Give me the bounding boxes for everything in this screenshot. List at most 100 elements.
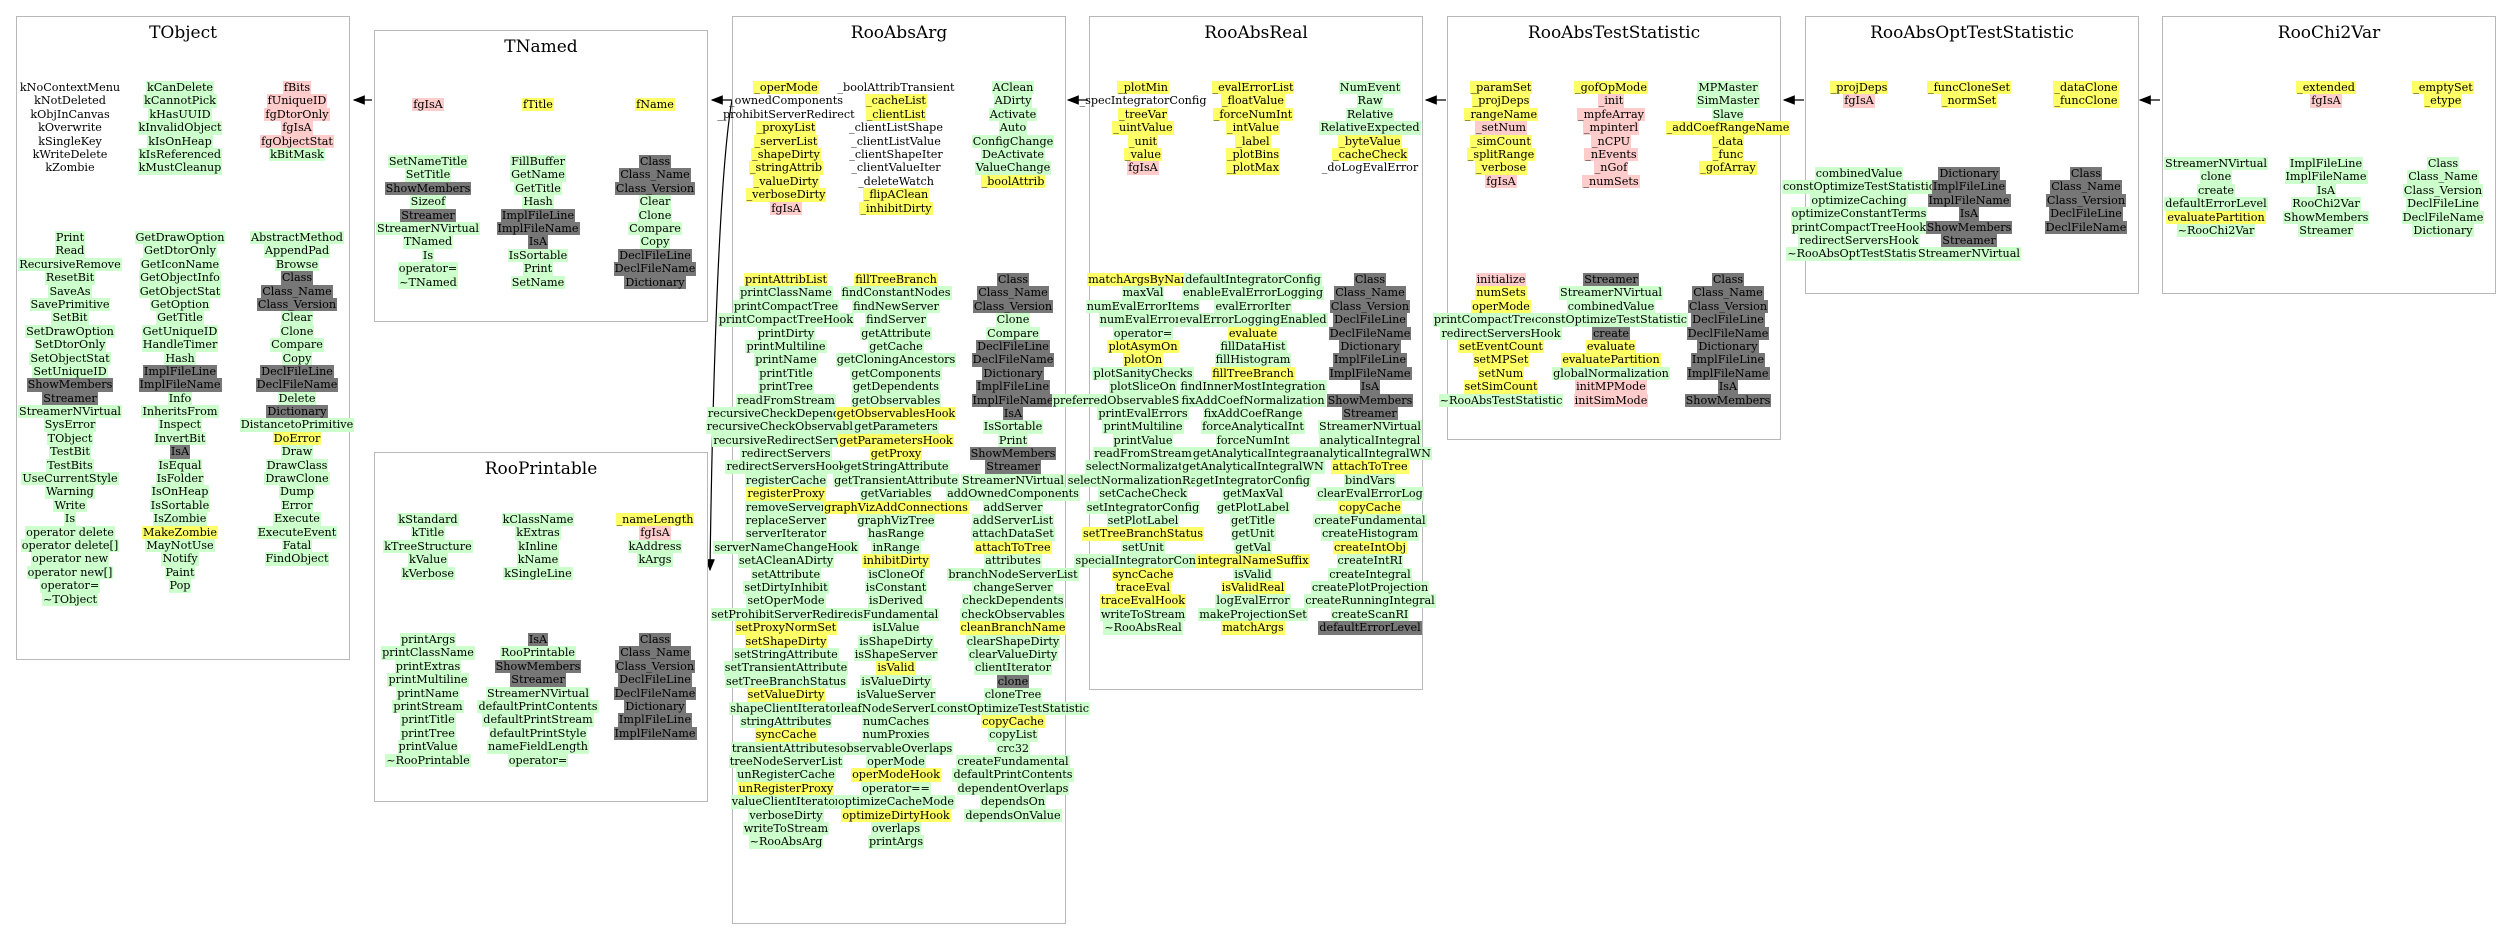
class-member: isShapeServer bbox=[853, 647, 939, 662]
tnamed-methods-column-3: Class Class_Name Class_Version Clear Clone Co… bbox=[603, 155, 707, 289]
class-member: AppendPad bbox=[263, 244, 331, 258]
class-member: numEvalErrors bbox=[1098, 313, 1188, 327]
class-member: Class_Name bbox=[1692, 286, 1764, 300]
class-member: Class_Name bbox=[1334, 286, 1406, 300]
class-member: RooPrintable bbox=[499, 646, 577, 660]
class-member: ImplFileLine bbox=[1332, 353, 1408, 367]
class-member: kArgs bbox=[637, 553, 673, 567]
class-member: attachToTree bbox=[1331, 460, 1409, 474]
class-member: replaceServer bbox=[744, 514, 828, 528]
class-member: ImplFileLine bbox=[1931, 180, 2007, 194]
class-member: ImplFileName bbox=[138, 378, 222, 392]
class-member: Browse bbox=[274, 257, 320, 272]
class-member: traceEvalHook bbox=[1099, 594, 1187, 608]
class-member: isCloneOf bbox=[867, 567, 925, 581]
class-member: kCanDelete bbox=[145, 81, 215, 95]
class-member: forceAnalyticalInt bbox=[1201, 420, 1305, 434]
class-member: ~RooAbsArg bbox=[748, 835, 824, 849]
class-member: Class_Name bbox=[2407, 170, 2479, 184]
class-member: createIntObj bbox=[1333, 540, 1407, 555]
class-member: ~RooChi2Var bbox=[2176, 223, 2256, 238]
tobject-enums-column-3: fBits fUniqueID fgDtorOnly fgIsA fgObjectSta… bbox=[245, 81, 349, 162]
class-member: printCompactTreeHook bbox=[717, 313, 855, 327]
class-member: DeclFileName bbox=[255, 378, 339, 392]
class-member: plotOn bbox=[1122, 353, 1164, 367]
class-member: _treeVar bbox=[1118, 107, 1168, 122]
class-member: _simCount bbox=[1470, 134, 1532, 148]
class-member: setTransientAttribute bbox=[723, 661, 849, 675]
class-member: _dataClone bbox=[2053, 81, 2119, 95]
class-member: optimizeCaching bbox=[1810, 193, 1908, 208]
rooprintable-enums-column-3: _nameLength fgIsA kAddress kArgs bbox=[603, 513, 707, 567]
class-member: isDerived bbox=[868, 594, 924, 608]
class-member: _mpfeArray bbox=[1577, 107, 1645, 122]
class-member: _byteValue bbox=[1338, 134, 1402, 148]
class-member: printTree bbox=[758, 380, 814, 394]
class-member: makeProjectionSet bbox=[1198, 607, 1308, 622]
class-member: printValue bbox=[397, 740, 459, 754]
class-member: SetTitle bbox=[404, 168, 452, 182]
rooprintable-methods-column-1: printArgs printClassName printExtras printM… bbox=[376, 633, 480, 767]
class-member: _clientShapeIter bbox=[849, 147, 943, 161]
class-member: defaultErrorLevel bbox=[1318, 621, 1422, 635]
class-member: Hash bbox=[164, 351, 196, 365]
class-member: kInvalidObject bbox=[137, 121, 223, 135]
class-member: kBitMask bbox=[269, 147, 325, 162]
class-member: ShowMembers bbox=[26, 378, 114, 392]
class-member: SetNameTitle bbox=[387, 155, 469, 169]
class-member: kSingleLine bbox=[503, 566, 573, 580]
class-member: Dictionary bbox=[624, 699, 686, 714]
class-member: Clone bbox=[279, 324, 315, 339]
class-member: ShowMembers bbox=[1925, 220, 2013, 234]
class-member: writeToStream bbox=[742, 822, 830, 836]
class-member: addServerList bbox=[971, 514, 1055, 528]
class-member: Clear bbox=[638, 195, 672, 209]
class-member: _emptySet bbox=[2412, 81, 2474, 95]
class-member: clone bbox=[2199, 170, 2233, 184]
roochi2var-methods-column-2: ImplFileLine ImplFileName IsA RooChi2Var Sho… bbox=[2274, 157, 2378, 238]
class-member: _plotBins bbox=[1225, 147, 1281, 162]
class-member: defaultIntegratorConfig bbox=[1184, 273, 1322, 287]
class-member: SetBit bbox=[51, 311, 89, 325]
class-member: DeclFileLine bbox=[260, 364, 334, 379]
class-member: printCompactTree bbox=[732, 299, 840, 314]
rooabsteststatistic-members-column-1: _paramSet _projDeps _rangeName _setNum _simC… bbox=[1449, 81, 1553, 189]
class-member: optimizeCacheMode bbox=[837, 795, 955, 809]
class-member: printMultiline bbox=[745, 339, 827, 354]
class-member: DeclFileLine bbox=[2049, 207, 2123, 221]
class-member: IsA bbox=[169, 445, 191, 459]
class-member: ShowMembers bbox=[2282, 210, 2370, 224]
class-member: _projDeps bbox=[1829, 81, 1889, 95]
class-member: serverNameChangeHook bbox=[713, 540, 859, 555]
class-member: isLValue bbox=[871, 621, 921, 635]
class-member: ShowMembers bbox=[1326, 393, 1414, 407]
class-member: analyticalIntegralWN bbox=[1308, 447, 1432, 461]
class-member: fgIsA bbox=[639, 526, 671, 540]
class-member: Dictionary bbox=[982, 366, 1044, 381]
class-member: fBits bbox=[282, 81, 312, 95]
class-member: serverIterator bbox=[744, 527, 828, 541]
class-member: fgIsA bbox=[1843, 94, 1875, 108]
class-member: clearEvalErrorLog bbox=[1316, 487, 1424, 501]
class-member: Warning bbox=[45, 485, 95, 499]
class-member: combinedValue bbox=[1814, 167, 1904, 181]
class-member: IsA bbox=[1717, 380, 1739, 394]
class-title-rooabsarg: RooAbsArg bbox=[850, 23, 948, 43]
class-member: DeclFileLine bbox=[1691, 313, 1765, 327]
class-member: copyCache bbox=[1338, 500, 1402, 515]
class-member: DrawClone bbox=[264, 472, 330, 486]
class-member: defaultPrintStyle bbox=[488, 726, 588, 741]
class-member: _clientValueIter bbox=[851, 161, 941, 175]
class-member: Streamer bbox=[985, 460, 1041, 474]
class-member: GetObjectInfo bbox=[139, 271, 221, 285]
class-member: kClassName bbox=[501, 513, 575, 527]
class-member: kExtras bbox=[515, 526, 561, 540]
rooabsreal-methods-column-2: defaultIntegratorConfig enableEvalErrorLo… bbox=[1178, 273, 1328, 635]
class-member: Compare bbox=[628, 221, 682, 236]
class-member: _serverList bbox=[753, 134, 819, 148]
rooabsreal-methods-column-3: Class Class_Name Class_Version DeclFileLine… bbox=[1304, 273, 1436, 635]
class-member: _funcCloneSet bbox=[1927, 81, 2011, 95]
class-panel-rooabsreal: RooAbsReal _plotMin _specIntegratorConfig… bbox=[1051, 16, 1436, 690]
class-member: _plotMax bbox=[1226, 161, 1280, 175]
class-member: RelativeExpected bbox=[1319, 121, 1421, 135]
